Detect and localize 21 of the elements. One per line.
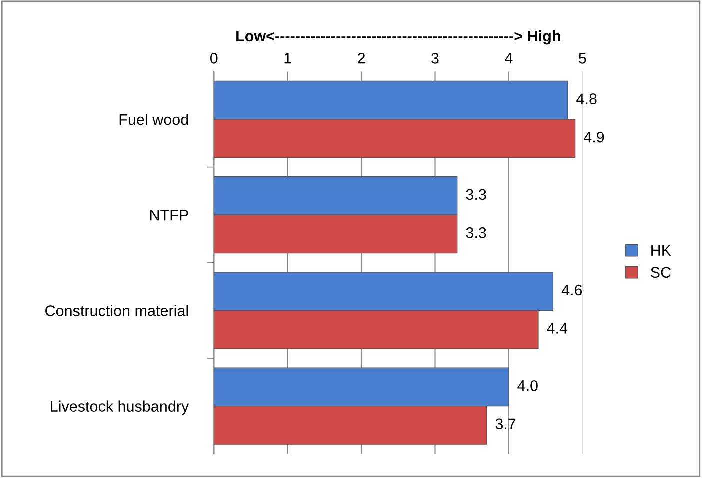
data-label: 3.3 — [466, 189, 486, 200]
data-label: 4.8 — [576, 94, 597, 104]
x-tick-label: 2 — [358, 53, 366, 64]
data-label: 3.7 — [496, 418, 516, 430]
y-tick-label: NTFP — [150, 210, 188, 221]
x-tick-label: 0 — [210, 53, 218, 64]
x-axis-title: Low<-----------------------------------------------> High — [236, 30, 560, 45]
data-label: 4.4 — [547, 323, 568, 334]
y-tick-label: Livestock husbandry — [51, 400, 190, 416]
x-tick-label: 4 — [505, 53, 513, 64]
legend-label: HK — [652, 245, 672, 256]
x-tick-label: 1 — [284, 53, 292, 64]
x-tick-label: 3 — [432, 53, 439, 64]
data-label: 4.6 — [562, 284, 582, 296]
data-label: 3.3 — [466, 228, 486, 238]
y-tick-label: Construction material — [46, 305, 188, 316]
data-label: 4.9 — [584, 132, 604, 143]
legend-label: SC — [651, 267, 671, 278]
y-tick-label: Fuel wood — [120, 114, 188, 126]
data-label: 4.0 — [518, 380, 538, 392]
x-tick-label: 5 — [579, 53, 586, 64]
